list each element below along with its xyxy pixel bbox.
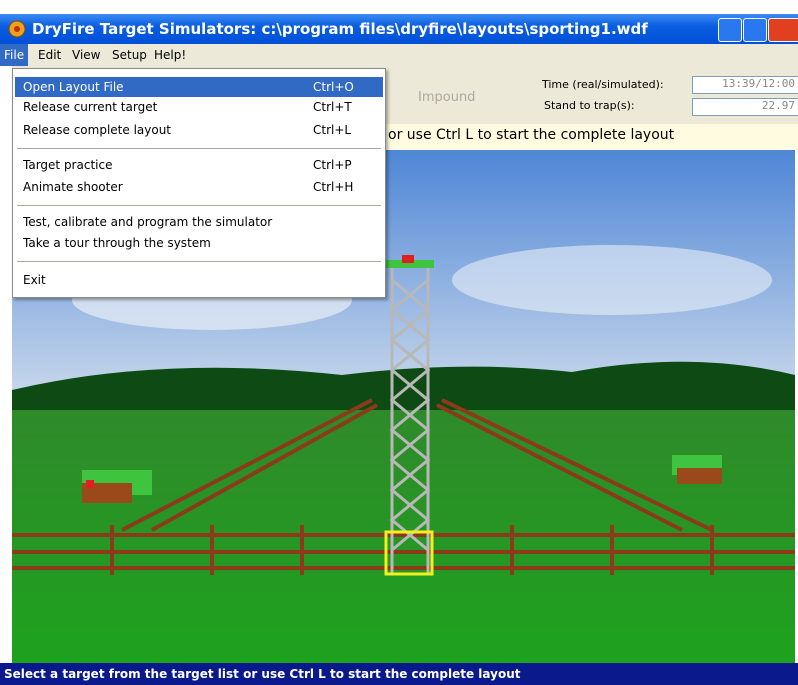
menu-option[interactable]: Release complete layout Ctrl+L	[15, 120, 383, 140]
menu-item[interactable]: File	[0, 44, 28, 66]
option-label: Take a tour through the system	[23, 233, 211, 253]
status-text: Select a target from the target list or …	[0, 667, 521, 681]
app-icon	[8, 20, 26, 38]
maximize-button[interactable]	[743, 18, 767, 42]
menu-item[interactable]: Setup	[108, 44, 151, 66]
shortcut: Ctrl+P	[313, 155, 352, 175]
file-menu: Open Layout File Ctrl+O Release current t…	[12, 68, 386, 298]
impound-button: Impound	[418, 90, 475, 105]
menu-item[interactable]: Edit	[34, 44, 65, 66]
title-bar: DryFire Target Simulators: c:\program fi…	[0, 14, 798, 44]
status-bar: Select a target from the target list or …	[0, 663, 798, 685]
separator	[17, 148, 381, 149]
menu-option[interactable]: Take a tour through the system	[15, 233, 383, 253]
option-label: Target practice	[23, 155, 112, 175]
stand-label: Stand to trap(s):	[544, 99, 635, 112]
stand-field: 22.97	[692, 98, 798, 116]
menu-option[interactable]: Release current target Ctrl+T	[15, 97, 383, 117]
option-label: Release complete layout	[23, 120, 171, 140]
menu-option[interactable]: Open Layout File Ctrl+O	[15, 77, 383, 97]
menu-item[interactable]: Help!	[150, 44, 190, 66]
menu-option[interactable]: Test, calibrate and program the simulato…	[15, 212, 383, 232]
menu-bar: File Edit View Setup Help!	[0, 44, 798, 66]
option-label: Open Layout File	[23, 77, 124, 97]
minimize-button[interactable]	[718, 18, 742, 42]
shortcut: Ctrl+L	[313, 120, 351, 140]
trap-house-right	[672, 455, 722, 484]
menu-option[interactable]: Exit	[15, 270, 383, 290]
app-window: {"window_title": "DryFire Target Simulat…	[0, 0, 798, 685]
menu-item[interactable]: View	[68, 44, 104, 66]
close-button[interactable]	[768, 18, 798, 42]
separator	[17, 205, 381, 206]
shortcut: Ctrl+O	[313, 77, 354, 97]
shortcut: Ctrl+H	[313, 177, 353, 197]
option-label: Test, calibrate and program the simulato…	[23, 212, 272, 232]
shortcut: Ctrl+T	[313, 97, 352, 117]
time-label: Time (real/simulated):	[542, 78, 664, 91]
option-label: Release current target	[23, 97, 157, 117]
option-label: Exit	[23, 270, 46, 290]
separator	[17, 261, 381, 262]
trap	[402, 255, 414, 263]
window-title: DryFire Target Simulators: c:\program fi…	[32, 14, 648, 44]
time-field: 13:39/12:00	[692, 76, 798, 94]
menu-option[interactable]: Target practice Ctrl+P	[15, 155, 383, 175]
menu-option[interactable]: Animate shooter Ctrl+H	[15, 177, 383, 197]
option-label: Animate shooter	[23, 177, 123, 197]
info-text: or use Ctrl L to start the complete layo…	[388, 118, 674, 152]
cloud	[452, 245, 772, 315]
